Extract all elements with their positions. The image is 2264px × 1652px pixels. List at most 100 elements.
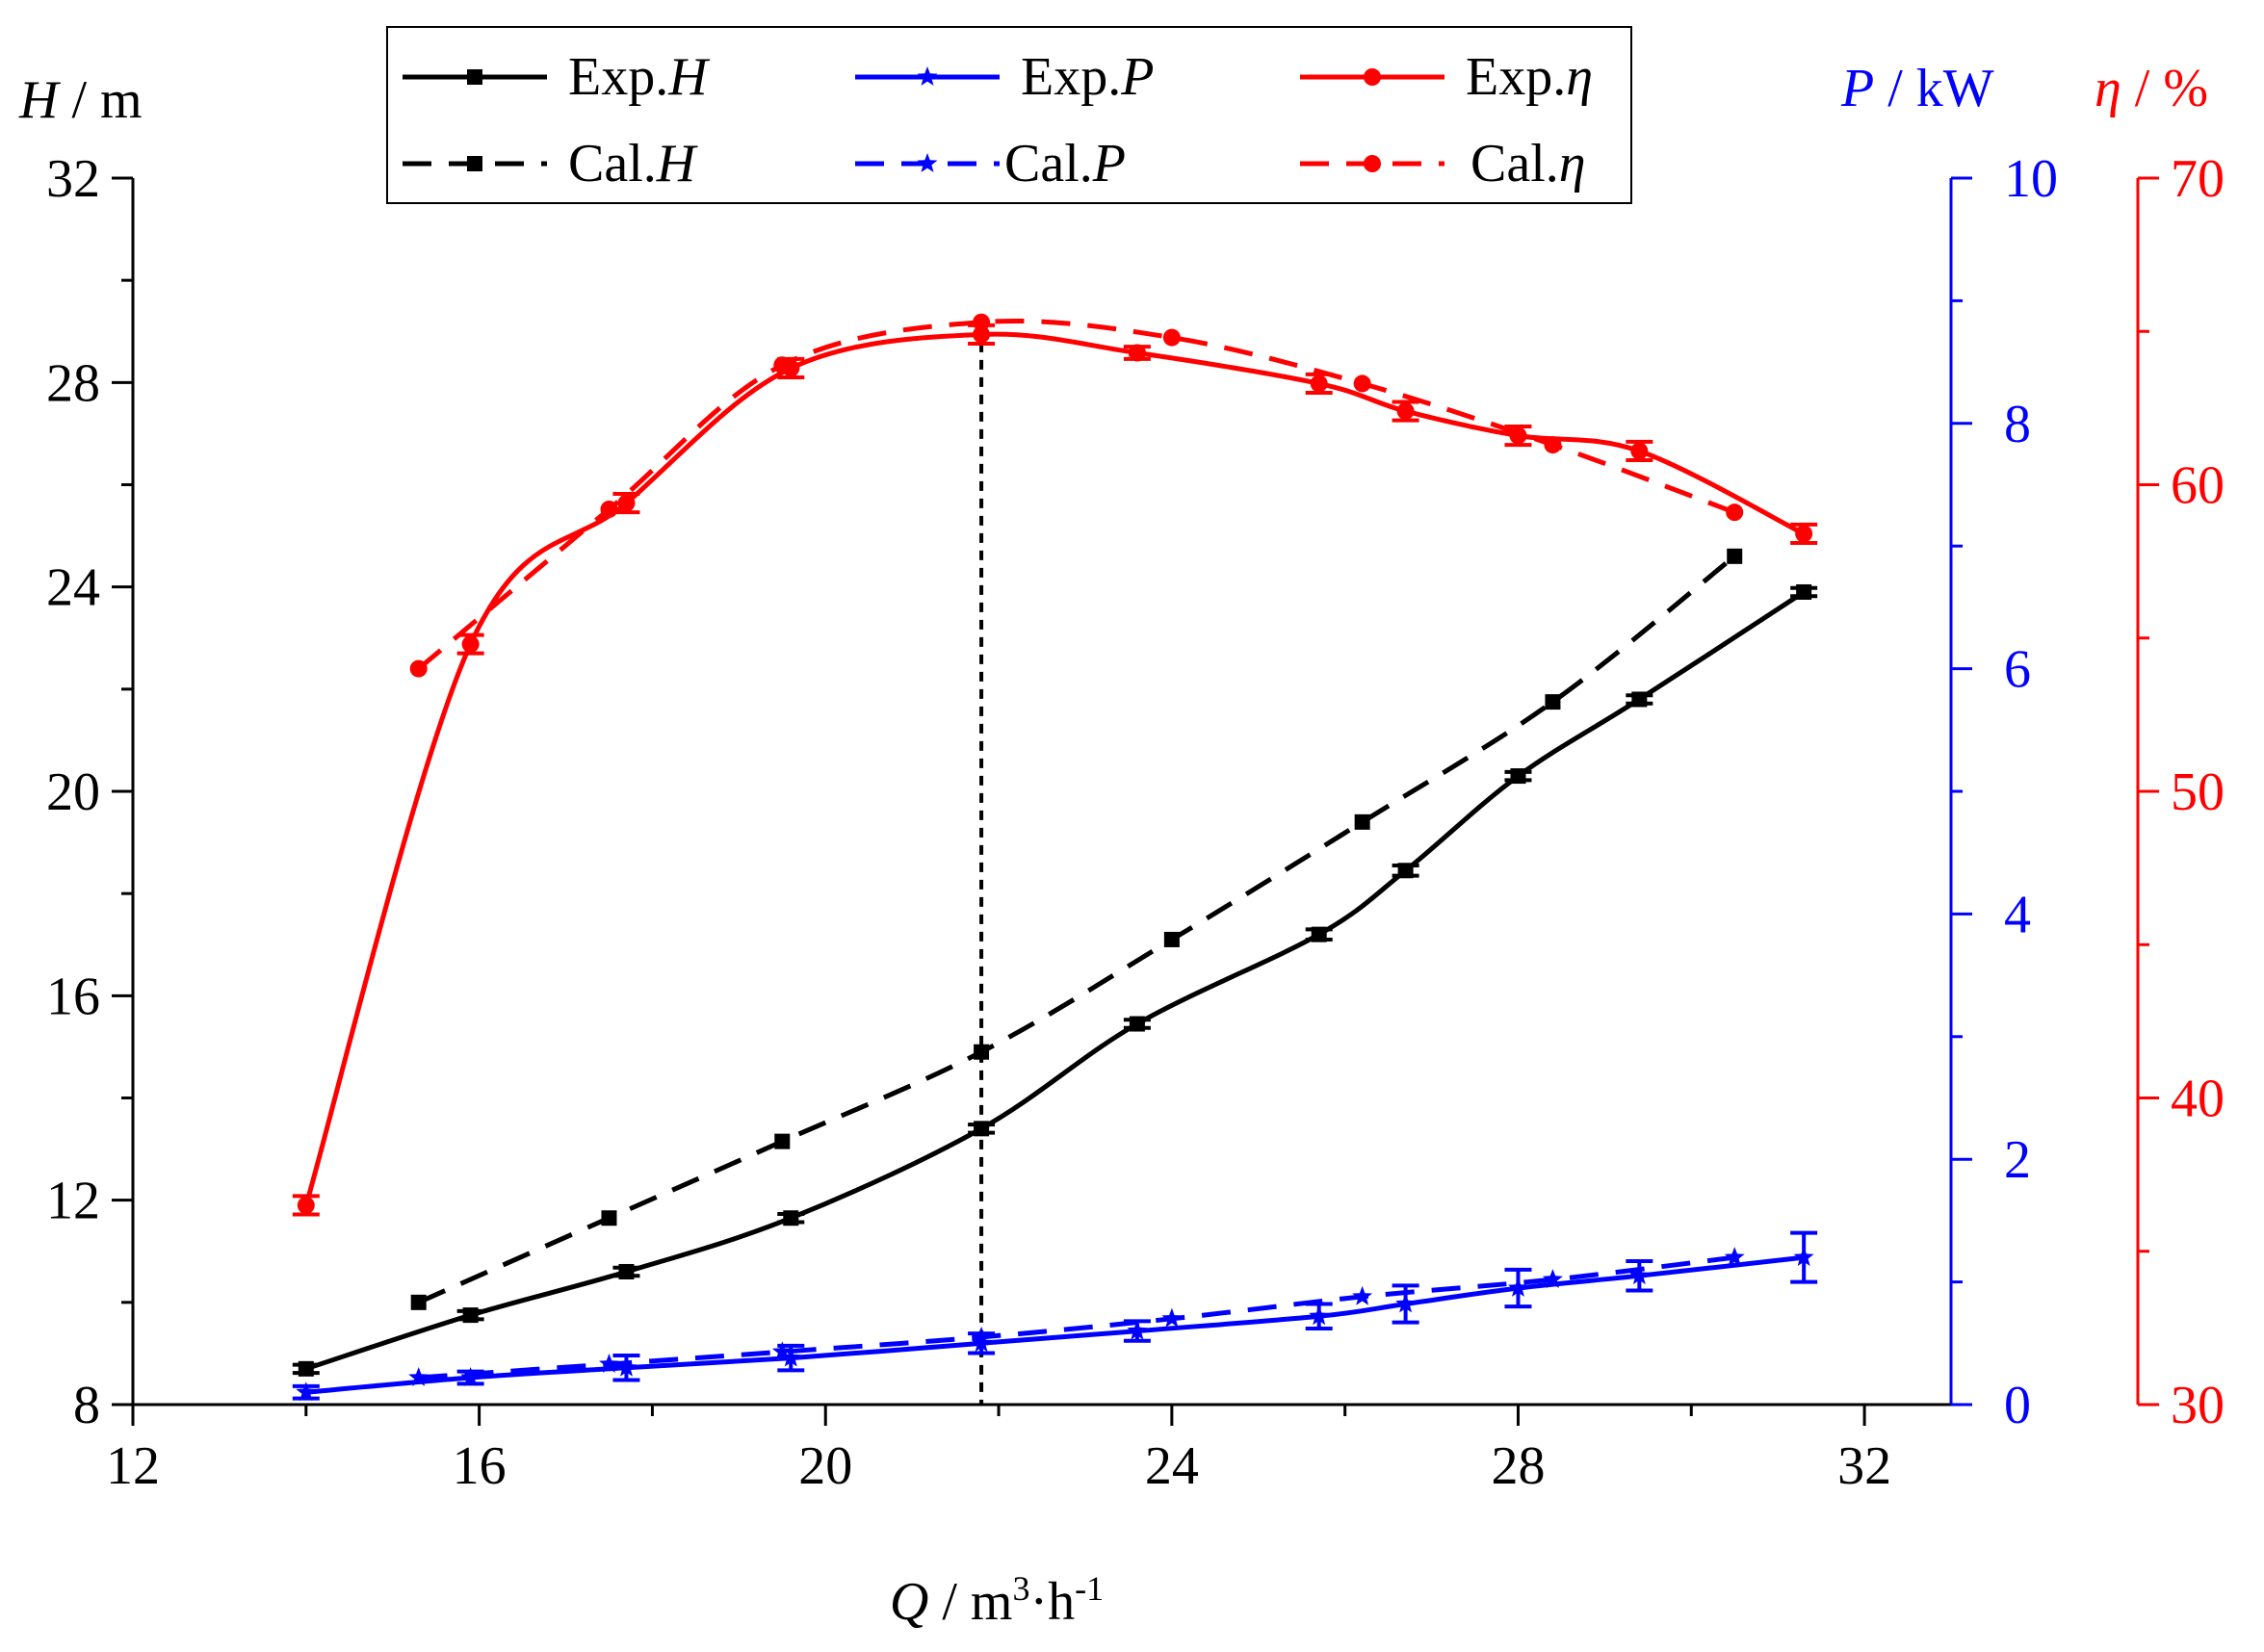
data-point: [974, 1044, 990, 1060]
x-axis-title-sep: / m: [928, 1572, 1012, 1632]
legend-label-exp-eta-var: η: [1566, 47, 1593, 107]
legend-label-cal-eta-prefix: Cal.: [1470, 134, 1559, 194]
legend-label-exp-eta-prefix: Exp.: [1466, 47, 1566, 107]
legend-label-exp-p: Exp.P: [1021, 47, 1154, 107]
eta-tick-label: 60: [2171, 456, 2225, 516]
h-tick-label: 16: [46, 967, 100, 1026]
series-line: [417, 554, 1736, 1305]
h-axis: 8 12 16 20 24 28 32: [46, 149, 135, 1435]
data-point: [974, 1121, 990, 1137]
legend-label-exp-h-prefix: Exp.: [568, 47, 668, 107]
legend-label-exp-h: Exp.H: [568, 47, 710, 107]
data-point: [617, 494, 636, 512]
data-point: [1545, 694, 1561, 710]
h-tick-label: 20: [46, 762, 100, 822]
p-axis-title-unit: / kW: [1874, 59, 1994, 118]
data-point: [1352, 1285, 1373, 1305]
data-point: [1161, 1307, 1183, 1328]
series-cal-η: [409, 313, 1744, 678]
x-axis-title-mid: ·h: [1029, 1572, 1075, 1632]
legend-label-cal-h: Cal.H: [568, 134, 698, 194]
data-point: [1127, 1320, 1148, 1340]
h-axis-title-unit: / m: [58, 70, 142, 130]
legend-label-cal-p: Cal.P: [1004, 134, 1126, 194]
data-point: [1508, 1278, 1528, 1297]
p-tick-label: 4: [2004, 885, 2031, 944]
data-point: [1796, 583, 1812, 600]
eta-axis: 30 40 50 60 70: [2136, 149, 2225, 1435]
x-tick-label: 24: [1145, 1436, 1199, 1496]
data-point: [774, 1133, 791, 1149]
data-point: [1396, 402, 1415, 421]
x-tick-label: 32: [1837, 1436, 1891, 1496]
data-point: [1510, 768, 1526, 785]
legend-label-cal-p-var: P: [1092, 134, 1126, 194]
data-point: [1311, 926, 1327, 942]
p-tick-label: 8: [2004, 395, 2031, 454]
data-point: [461, 635, 480, 654]
data-point: [618, 1263, 635, 1279]
legend-label-cal-eta: Cal.η: [1470, 134, 1586, 194]
h-axis-title-var: H: [18, 70, 61, 130]
data-point: [296, 1381, 317, 1402]
data-point: [1309, 1305, 1330, 1326]
data-point: [408, 1367, 429, 1386]
data-point: [462, 1307, 479, 1324]
p-axis-title: P / kW: [1840, 59, 1994, 118]
data-point: [1129, 1016, 1145, 1032]
data-point: [783, 1210, 799, 1226]
h-axis-title: H / m: [18, 70, 143, 130]
data-point: [1395, 1293, 1417, 1313]
data-point: [298, 1360, 314, 1377]
eta-axis-title: η / %: [2095, 59, 2208, 118]
legend-swatch-marker: [917, 66, 938, 86]
legend-label-cal-h-prefix: Cal.: [568, 134, 657, 194]
x-axis-title-sup1: 3: [1012, 1569, 1029, 1608]
p-axis-title-var: P: [1840, 59, 1874, 118]
legend-swatches: [403, 66, 1444, 172]
data-point: [771, 1341, 793, 1361]
p-tick-label: 10: [2004, 149, 2058, 209]
legend-label-cal-p-prefix: Cal.: [1004, 134, 1093, 194]
legend-label-exp-p-prefix: Exp.: [1021, 47, 1121, 107]
legend-swatch-marker: [1364, 155, 1381, 172]
legend-swatch-marker: [1364, 68, 1381, 86]
x-axis: 12 16 20 24 28 32: [106, 1403, 1951, 1496]
data-point: [1543, 1269, 1563, 1288]
data-point: [1162, 328, 1181, 347]
data-point: [973, 325, 991, 344]
data-point: [971, 1332, 992, 1353]
data-point: [616, 1356, 637, 1377]
x-axis-title-var: Q: [890, 1572, 928, 1632]
eta-tick-label: 70: [2171, 149, 2225, 209]
x-axis-title: Q / m3·h-1: [890, 1569, 1104, 1632]
data-point: [460, 1367, 481, 1386]
series-exp-h: [292, 583, 1818, 1377]
legend-label-exp-h-var: H: [667, 47, 710, 107]
series-layer: [292, 313, 1818, 1402]
legend: Exp.H Cal.H Exp.P Cal.P Exp.η Cal.η: [386, 26, 1632, 204]
data-point: [1128, 344, 1146, 362]
x-tick-label: 20: [798, 1436, 852, 1496]
eta-tick-label: 30: [2171, 1376, 2225, 1435]
series-cal-h: [410, 548, 1743, 1310]
data-point: [599, 1354, 619, 1373]
data-point: [1310, 374, 1328, 393]
legend-swatch-marker: [467, 156, 482, 171]
eta-tick-label: 50: [2171, 762, 2225, 822]
series-cal-p: [408, 1247, 1745, 1386]
data-point: [1630, 442, 1649, 460]
legend-box: [386, 26, 1632, 204]
data-point: [1724, 1247, 1745, 1266]
x-tick-label: 16: [453, 1436, 507, 1496]
eta-tick-label: 40: [2171, 1070, 2225, 1129]
data-point: [971, 1326, 992, 1346]
data-point: [1397, 863, 1414, 879]
p-tick-label: 0: [2004, 1376, 2031, 1435]
data-point: [1163, 931, 1180, 947]
data-point: [1544, 436, 1562, 454]
data-point: [1631, 691, 1648, 708]
series-line: [418, 1254, 1735, 1381]
p-tick-label: 6: [2004, 640, 2031, 700]
